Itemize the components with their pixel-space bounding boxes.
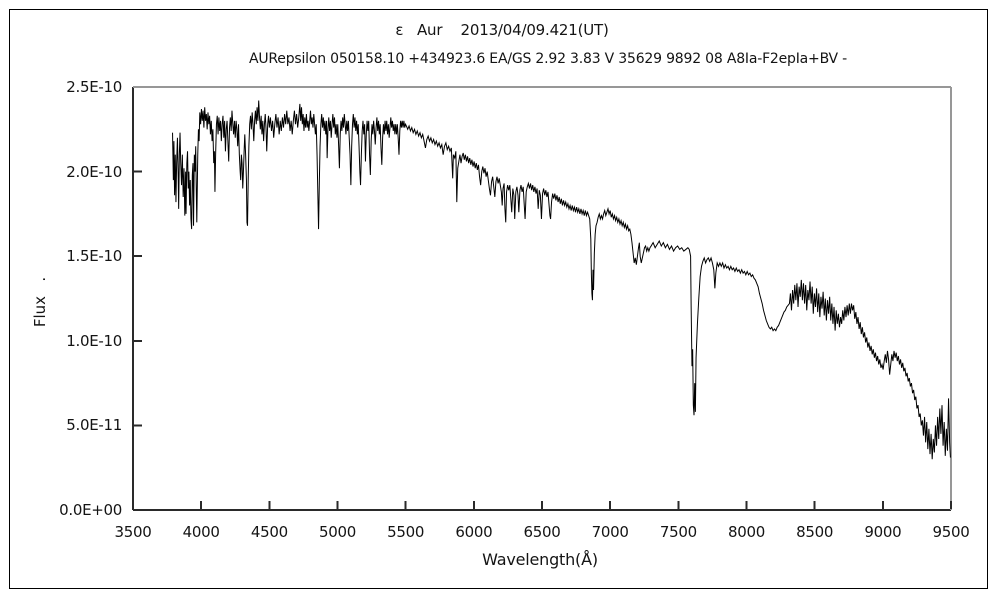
spectrum-line [172, 100, 951, 460]
x-tick-label: 8000 [728, 523, 765, 541]
axis-ticks [132, 170, 952, 509]
y-tick-label: 2.0E-10 [66, 162, 122, 181]
y-axis-title: Flux . [31, 276, 49, 328]
chart-title: ε Aur 2013/04/09.421(UT) [395, 21, 609, 39]
x-axis-title: Wavelength(Å) [482, 550, 598, 569]
x-tick-label: 5000 [319, 523, 356, 541]
y-tick-label: 1.0E-10 [66, 331, 122, 350]
x-tick-label: 4500 [250, 523, 288, 541]
plot-frame [132, 86, 952, 511]
x-tick-label: 7000 [591, 523, 629, 541]
x-tick-label: 6000 [455, 523, 493, 541]
x-tick-label: 9500 [932, 523, 970, 541]
y-tick-label: 1.5E-10 [66, 247, 122, 266]
y-tick-label: 5.0E-11 [66, 416, 122, 435]
chart-subtitle: AURepsilon 050158.10 +434923.6 EA/GS 2.9… [248, 51, 848, 67]
x-tick-label: 6500 [523, 523, 561, 541]
y-tick-label: 2.5E-10 [66, 78, 122, 96]
y-tick-label: 0.0E+00 [59, 501, 122, 519]
x-tick-label: 4000 [182, 523, 220, 541]
x-tick-label: 7500 [659, 523, 697, 541]
x-tick-label: 5500 [387, 523, 425, 541]
x-tick-label: 9000 [864, 523, 902, 541]
x-tick-label: 8500 [796, 523, 834, 541]
outer-border [9, 9, 988, 589]
x-tick-label: 3500 [114, 523, 152, 541]
